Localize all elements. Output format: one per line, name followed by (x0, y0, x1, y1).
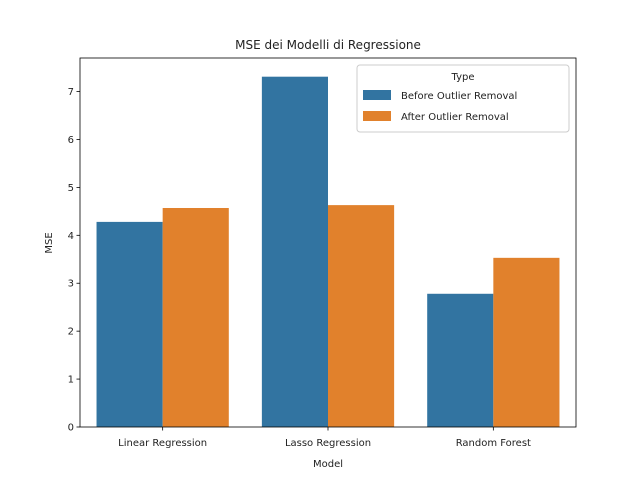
x-axis-label: Model (313, 459, 343, 470)
y-axis-label: MSE (44, 232, 55, 253)
y-tick-label-0: 0 (68, 423, 74, 434)
bar-after-0 (162, 207, 229, 427)
legend-label-0: Before Outlier Removal (401, 91, 517, 102)
legend: Type Before Outlier Removal After Outlier … (356, 64, 570, 133)
y-tick-label-1: 1 (68, 375, 74, 386)
bar-after-2 (493, 257, 560, 427)
x-axis: Linear Regression Lasso Regression Random … (118, 427, 531, 449)
bar-after-1 (328, 205, 395, 427)
legend-swatch-1 (363, 111, 391, 121)
legend-box (356, 64, 570, 133)
plot-area (79, 57, 577, 428)
legend-swatch-0 (363, 90, 391, 100)
bar-before-0 (96, 221, 163, 427)
legend-label-1: After Outlier Removal (401, 112, 509, 123)
y-axis: 0 1 2 3 4 5 6 7 (68, 87, 80, 434)
x-tick-label-1: Lasso Regression (285, 438, 371, 449)
y-tick-label-6: 6 (68, 135, 74, 146)
x-tick-label-0: Linear Regression (118, 438, 207, 449)
legend-title: Type (451, 72, 475, 83)
chart-title: MSE dei Modelli di Regressione (235, 38, 421, 52)
y-tick-label-4: 4 (68, 231, 74, 242)
y-tick-label-2: 2 (68, 327, 74, 338)
y-tick-label-3: 3 (68, 279, 74, 290)
x-tick-label-2: Random Forest (456, 438, 531, 449)
bar-before-2 (427, 293, 494, 427)
bar-before-1 (261, 76, 328, 428)
y-tick-label-7: 7 (68, 87, 74, 98)
y-tick-label-5: 5 (68, 183, 74, 194)
